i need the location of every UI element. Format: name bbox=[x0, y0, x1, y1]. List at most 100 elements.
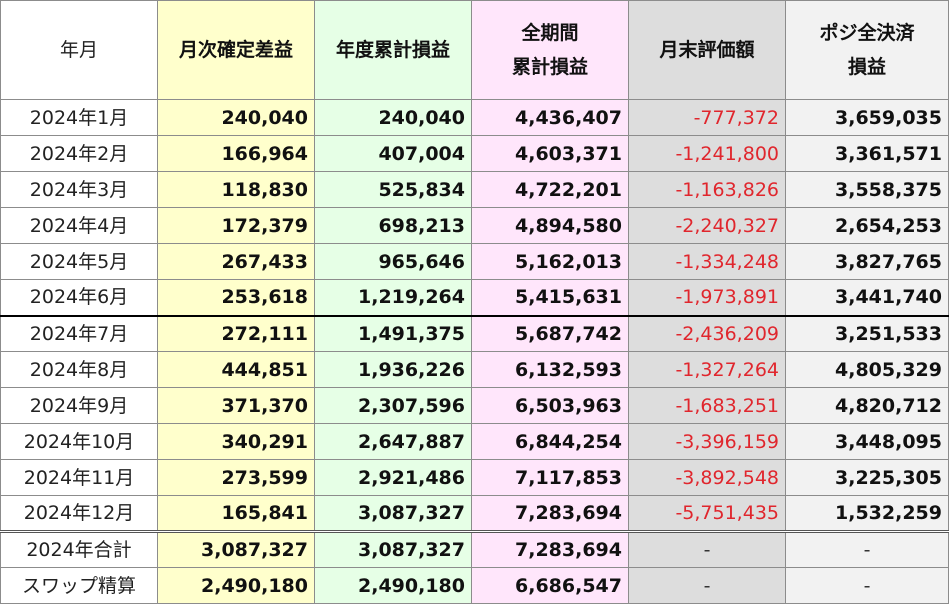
month-cell: 2024年10月 bbox=[0, 423, 158, 460]
header-net-if-closed: ポジ全決済 損益 bbox=[785, 0, 949, 100]
summary-row: 2024年合計 3,087,327 3,087,327 7,283,694- - bbox=[0, 530, 949, 568]
annual-cumulative-cell: 2,490,180 bbox=[314, 567, 472, 604]
period-cumulative-cell: 7,283,694 bbox=[471, 495, 629, 532]
table-row: 2024年12月 165,841 3,087,327 7,283,694 -5,751,… bbox=[0, 495, 949, 532]
header-month: 年月 bbox=[0, 0, 158, 100]
net-if-closed-cell: 3,448,095 bbox=[785, 423, 949, 460]
month-end-valuation-cell: - bbox=[628, 530, 786, 568]
summary-label-cell: スワップ精算 bbox=[0, 567, 158, 604]
annual-cumulative-cell: 1,219,264 bbox=[314, 279, 472, 316]
monthly-confirmed-cell: 118,830 bbox=[157, 171, 315, 208]
annual-cumulative-cell: 698,213 bbox=[314, 207, 472, 244]
net-if-closed-cell: 3,251,533 bbox=[785, 314, 949, 352]
monthly-confirmed-cell: 272,111 bbox=[157, 314, 315, 352]
table-row: 2024年9月 371,370 2,307,596 6,503,963 -1,683,2… bbox=[0, 387, 949, 424]
header-annual-cumulative: 年度累計損益 bbox=[314, 0, 472, 100]
period-cumulative-cell: 4,436,407 bbox=[471, 99, 629, 136]
net-if-closed-cell: - bbox=[785, 530, 949, 568]
period-cumulative-cell: 6,844,254 bbox=[471, 423, 629, 460]
annual-cumulative-cell: 240,040 bbox=[314, 99, 472, 136]
monthly-confirmed-cell: 444,851 bbox=[157, 351, 315, 388]
period-cumulative-cell: 6,132,593 bbox=[471, 351, 629, 388]
period-cumulative-cell: 4,603,371 bbox=[471, 135, 629, 172]
month-cell: 2024年9月 bbox=[0, 387, 158, 424]
header-period-cumulative: 全期間 累計損益 bbox=[471, 0, 629, 100]
month-cell: 2024年3月 bbox=[0, 171, 158, 208]
month-cell: 2024年7月 bbox=[0, 314, 158, 352]
net-if-closed-cell: 3,659,035 bbox=[785, 99, 949, 136]
month-end-valuation-cell: -3,396,159 bbox=[628, 423, 786, 460]
header-month-end-valuation: 月末評価額 bbox=[628, 0, 786, 100]
annual-cumulative-cell: 965,646 bbox=[314, 243, 472, 280]
month-end-valuation-cell: -1,334,248 bbox=[628, 243, 786, 280]
month-cell: 2024年8月 bbox=[0, 351, 158, 388]
month-end-valuation-cell: - bbox=[628, 567, 786, 604]
monthly-confirmed-cell: 371,370 bbox=[157, 387, 315, 424]
net-if-closed-cell: - bbox=[785, 567, 949, 604]
month-end-valuation-cell: -2,240,327 bbox=[628, 207, 786, 244]
table-row: 2024年3月 118,830 525,834 4,722,201 -1,163,826… bbox=[0, 171, 949, 208]
net-if-closed-cell: 3,225,305 bbox=[785, 459, 949, 496]
monthly-confirmed-cell: 267,433 bbox=[157, 243, 315, 280]
month-end-valuation-cell: -1,683,251 bbox=[628, 387, 786, 424]
monthly-confirmed-cell: 172,379 bbox=[157, 207, 315, 244]
month-cell: 2024年6月 bbox=[0, 279, 158, 316]
period-cumulative-cell: 5,415,631 bbox=[471, 279, 629, 316]
net-if-closed-cell: 4,820,712 bbox=[785, 387, 949, 424]
net-if-closed-cell: 3,558,375 bbox=[785, 171, 949, 208]
month-cell: 2024年5月 bbox=[0, 243, 158, 280]
monthly-confirmed-cell: 340,291 bbox=[157, 423, 315, 460]
annual-cumulative-cell: 525,834 bbox=[314, 171, 472, 208]
period-cumulative-cell: 6,686,547 bbox=[471, 567, 629, 604]
annual-cumulative-cell: 3,087,327 bbox=[314, 495, 472, 532]
month-end-valuation-cell: -3,892,548 bbox=[628, 459, 786, 496]
period-cumulative-cell: 4,894,580 bbox=[471, 207, 629, 244]
month-end-valuation-cell: -1,327,264 bbox=[628, 351, 786, 388]
month-cell: 2024年11月 bbox=[0, 459, 158, 496]
annual-cumulative-cell: 2,921,486 bbox=[314, 459, 472, 496]
period-cumulative-cell: 5,687,742 bbox=[471, 314, 629, 352]
monthly-confirmed-cell: 3,087,327 bbox=[157, 530, 315, 568]
period-cumulative-cell: 5,162,013 bbox=[471, 243, 629, 280]
month-end-valuation-cell: -1,973,891 bbox=[628, 279, 786, 316]
period-cumulative-cell: 7,117,853 bbox=[471, 459, 629, 496]
annual-cumulative-cell: 2,647,887 bbox=[314, 423, 472, 460]
annual-cumulative-cell: 1,936,226 bbox=[314, 351, 472, 388]
header-monthly-confirmed: 月次確定差益 bbox=[157, 0, 315, 100]
table-row: 2024年6月 253,618 1,219,264 5,415,631 -1,973,8… bbox=[0, 279, 949, 316]
net-if-closed-cell: 1,532,259 bbox=[785, 495, 949, 532]
table-row: 2024年4月 172,379 698,213 4,894,580 -2,240,327… bbox=[0, 207, 949, 244]
month-end-valuation-cell: -1,241,800 bbox=[628, 135, 786, 172]
month-end-valuation-cell: -2,436,209 bbox=[628, 314, 786, 352]
summary-label-cell: 2024年合計 bbox=[0, 530, 158, 568]
monthly-confirmed-cell: 165,841 bbox=[157, 495, 315, 532]
monthly-confirmed-cell: 273,599 bbox=[157, 459, 315, 496]
period-cumulative-cell: 4,722,201 bbox=[471, 171, 629, 208]
period-cumulative-cell: 6,503,963 bbox=[471, 387, 629, 424]
net-if-closed-cell: 3,827,765 bbox=[785, 243, 949, 280]
month-cell: 2024年12月 bbox=[0, 495, 158, 532]
monthly-confirmed-cell: 2,490,180 bbox=[157, 567, 315, 604]
monthly-confirmed-cell: 166,964 bbox=[157, 135, 315, 172]
month-end-valuation-cell: -777,372 bbox=[628, 99, 786, 136]
month-cell: 2024年4月 bbox=[0, 207, 158, 244]
month-cell: 2024年2月 bbox=[0, 135, 158, 172]
net-if-closed-cell: 2,654,253 bbox=[785, 207, 949, 244]
table-row: 2024年5月 267,433 965,646 5,162,013 -1,334,248… bbox=[0, 243, 949, 280]
period-cumulative-cell: 7,283,694 bbox=[471, 530, 629, 568]
net-if-closed-cell: 3,361,571 bbox=[785, 135, 949, 172]
annual-cumulative-cell: 3,087,327 bbox=[314, 530, 472, 568]
table-row: 2024年8月 444,851 1,936,226 6,132,593 -1,327,2… bbox=[0, 351, 949, 388]
monthly-confirmed-cell: 240,040 bbox=[157, 99, 315, 136]
annual-cumulative-cell: 2,307,596 bbox=[314, 387, 472, 424]
table-row: 2024年11月 273,599 2,921,486 7,117,853 -3,892,… bbox=[0, 459, 949, 496]
net-if-closed-cell: 3,441,740 bbox=[785, 279, 949, 316]
month-end-valuation-cell: -1,163,826 bbox=[628, 171, 786, 208]
table-row: 2024年1月 240,040 240,040 4,436,407 -777,372 3,… bbox=[0, 99, 949, 136]
header-row: 年月 月次確定差益 年度累計損益 全期間 累計損益 月末評価額 ポジ全決済 損益 bbox=[0, 0, 949, 100]
monthly-confirmed-cell: 253,618 bbox=[157, 279, 315, 316]
annual-cumulative-cell: 407,004 bbox=[314, 135, 472, 172]
month-cell: 2024年1月 bbox=[0, 99, 158, 136]
table-row: 2024年2月 166,964 407,004 4,603,371 -1,241,800… bbox=[0, 135, 949, 172]
